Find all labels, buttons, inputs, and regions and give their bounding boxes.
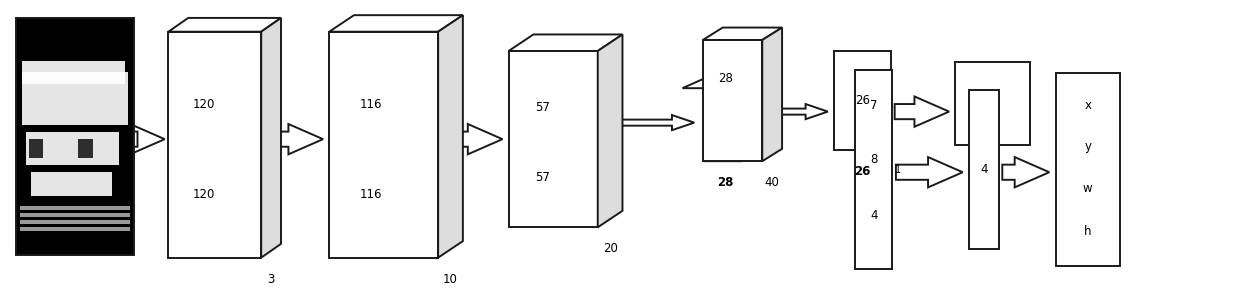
Text: 10: 10 [443,273,458,286]
Bar [20,227,130,231]
Polygon shape [508,51,598,227]
Text: 120: 120 [192,98,215,111]
Bar [1055,73,1120,266]
Text: 1: 1 [895,165,900,175]
Polygon shape [598,35,622,227]
Text: 116: 116 [360,98,382,111]
Text: 28: 28 [717,176,734,190]
Bar [31,172,112,196]
Bar [968,90,998,249]
Text: x: x [1084,99,1091,112]
Polygon shape [262,18,281,258]
Bar [22,60,125,84]
Polygon shape [897,157,962,187]
Text: w: w [1083,182,1092,195]
Polygon shape [703,40,763,161]
Polygon shape [438,15,463,258]
Polygon shape [169,32,262,258]
Polygon shape [330,32,438,258]
Text: h: h [1084,225,1091,238]
Text: 57: 57 [536,101,549,114]
Text: 8: 8 [870,153,878,166]
Text: 4: 4 [870,209,878,221]
Polygon shape [895,96,949,127]
Bar [20,213,130,217]
Bar [26,132,119,165]
Bar [20,220,130,224]
Polygon shape [682,70,763,161]
Text: 26: 26 [856,94,870,107]
Text: 7: 7 [870,99,878,113]
Text: 26: 26 [854,165,870,178]
Polygon shape [169,18,281,32]
Polygon shape [264,124,324,154]
Polygon shape [768,104,828,119]
Bar [29,139,43,158]
Bar [22,72,128,124]
Polygon shape [330,15,463,32]
Bar [955,62,1029,145]
Bar [835,51,892,150]
Text: y: y [1084,140,1091,153]
Bar [20,206,130,210]
Text: 116: 116 [360,188,382,201]
Text: 4: 4 [980,163,987,176]
Text: 20: 20 [603,242,618,255]
Text: 3: 3 [268,273,275,286]
Polygon shape [703,28,782,40]
Text: 28: 28 [718,72,733,85]
Polygon shape [1002,157,1049,187]
Bar [16,18,134,255]
Polygon shape [130,124,165,154]
Polygon shape [763,28,782,161]
Text: 120: 120 [192,188,215,201]
Polygon shape [508,35,622,51]
Polygon shape [441,124,502,154]
Text: 40: 40 [765,176,780,190]
Polygon shape [600,115,694,130]
Bar [78,139,93,158]
Bar [856,70,893,269]
Text: 57: 57 [536,171,549,184]
